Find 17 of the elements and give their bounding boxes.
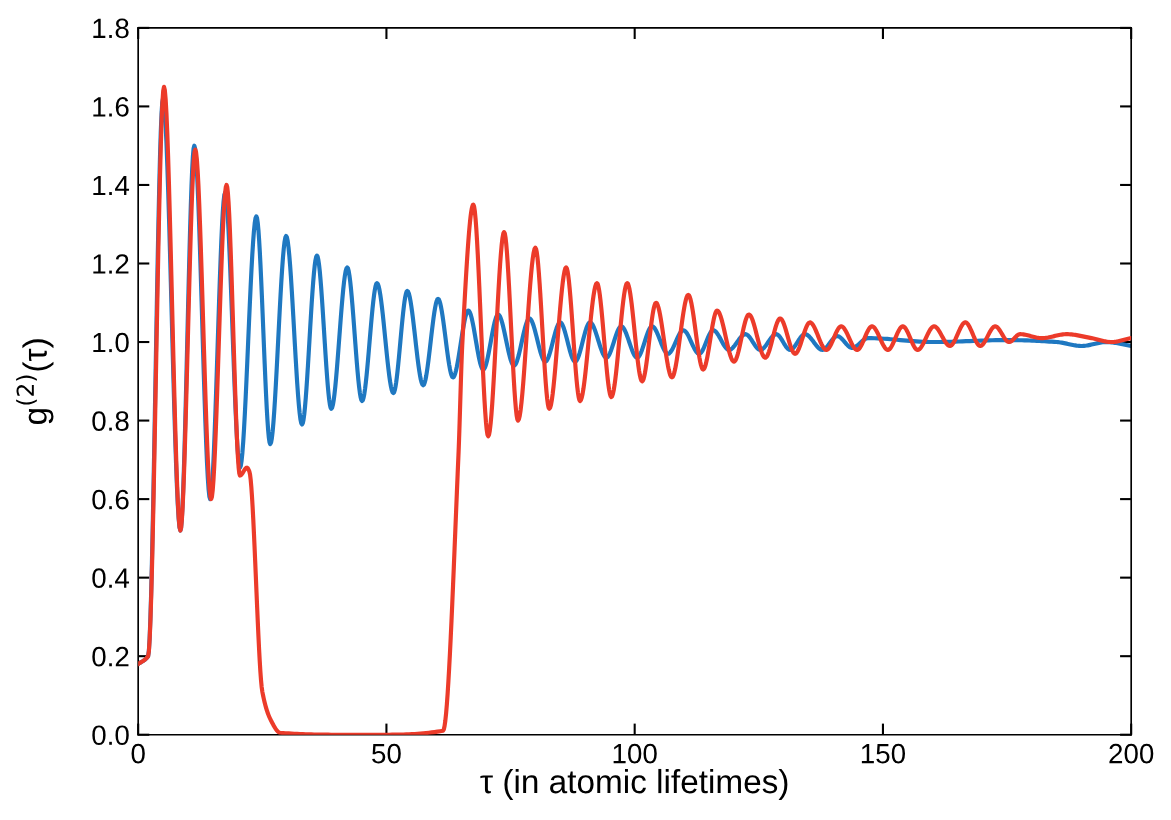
x-tick-label: 50 — [372, 743, 401, 764]
x-tick-label: 150 — [861, 743, 906, 764]
x-tick-label: 0 — [131, 743, 145, 764]
y-tick-label: 0.0 — [92, 725, 129, 746]
y-tick-label: 0.6 — [92, 489, 129, 510]
y-tick-label: 0.4 — [92, 568, 130, 588]
y-tick-label: 1.2 — [93, 254, 129, 274]
x-tick-label: 100 — [613, 743, 657, 764]
y-tick-label: 1.8 — [93, 18, 129, 39]
y-tick-label: 1.6 — [93, 97, 129, 117]
y-axis-title: g$^{(2)}$(τ) — [16, 339, 54, 425]
y-tick-label: 1.4 — [93, 175, 130, 196]
y-tick-label: 0.2 — [92, 646, 129, 667]
x-axis-title: τ (in atomic lifetimes) — [480, 768, 788, 800]
y-tick-label: 1.0 — [93, 332, 129, 353]
x-tick-label: 200 — [1109, 743, 1154, 764]
y-tick-label: 0.8 — [92, 411, 129, 431]
